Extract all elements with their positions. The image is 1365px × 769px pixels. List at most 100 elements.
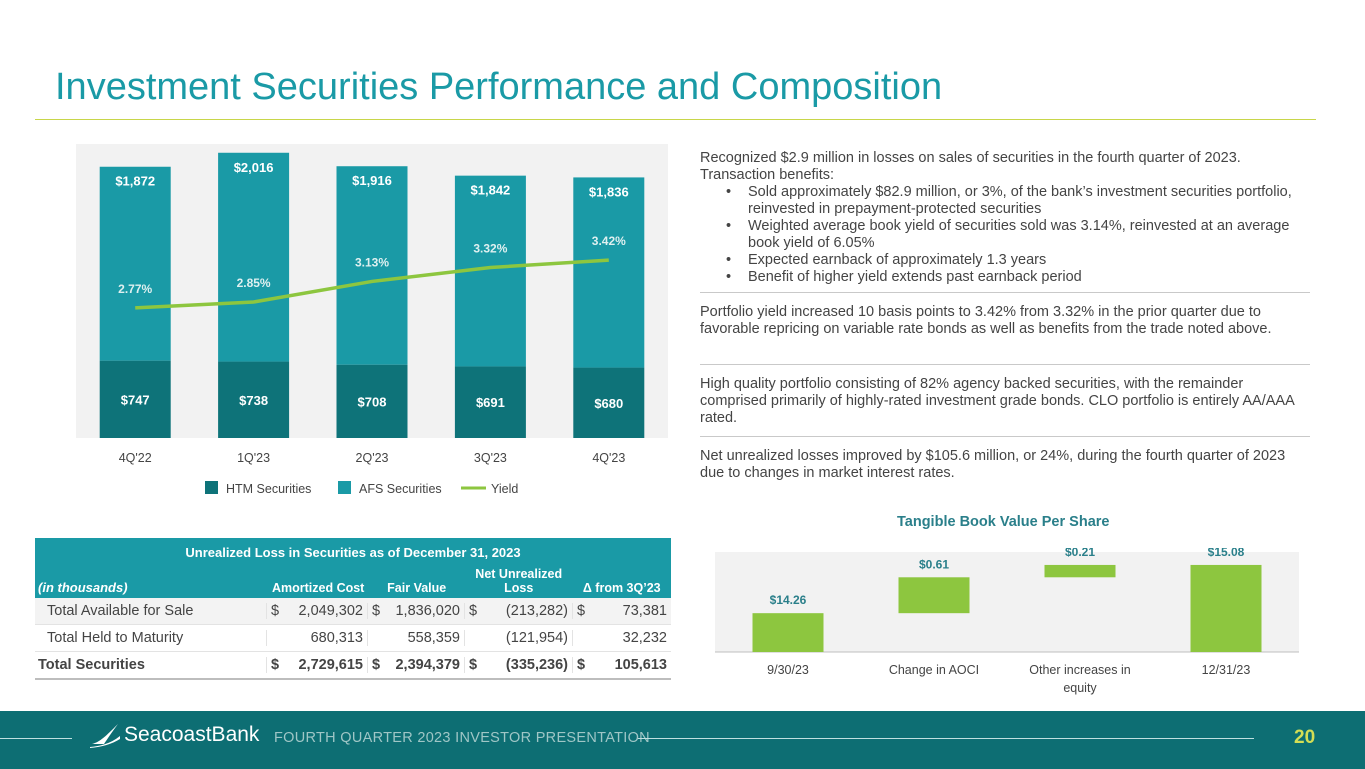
cell-value: 2,049,302 bbox=[298, 603, 363, 619]
table-cell: $105,613 bbox=[572, 657, 671, 673]
afs-data-label: $2,016 bbox=[234, 160, 274, 175]
table-cell: $2,729,615 bbox=[266, 657, 367, 673]
column-header: Net Unrealized Loss bbox=[475, 567, 563, 595]
tbv-data-label: $14.26 bbox=[770, 593, 807, 607]
cell-value: (121,954) bbox=[505, 630, 568, 646]
htm-data-label: $691 bbox=[476, 395, 505, 410]
tbv-chart-title: Tangible Book Value Per Share bbox=[897, 514, 1110, 530]
currency-symbol: $ bbox=[372, 603, 381, 619]
legend-swatch-afs bbox=[338, 481, 351, 494]
table-row: Total Held to Maturity 680,313 558,359 (121… bbox=[35, 625, 671, 652]
units-label: (in thousands) bbox=[38, 580, 128, 595]
table-body: Total Available for Sale $2,049,302 $1,836… bbox=[35, 598, 671, 680]
commentary: Recognized $2.9 million in losses on sal… bbox=[700, 150, 1310, 486]
htm-bar bbox=[336, 364, 408, 438]
row-label: Total Securities bbox=[38, 657, 145, 673]
footer: SeacoastBank FOURTH QUARTER 2023 INVESTO… bbox=[0, 711, 1365, 769]
benefit-item: Weighted average book yield of securitie… bbox=[726, 218, 1310, 252]
legend-label: HTM Securities bbox=[226, 482, 311, 496]
securities-chart: $747 $1,872 4Q'22 $738 $2,016 1Q'23 $708 $1,916… bbox=[76, 144, 668, 496]
afs-data-label: $1,916 bbox=[352, 173, 392, 188]
cell-value: 680,313 bbox=[310, 630, 363, 646]
table-column-headers: (in thousands) Amortized Cost Fair Value… bbox=[35, 565, 671, 598]
htm-bar bbox=[454, 366, 526, 438]
table-cell: $ (213,282) bbox=[464, 603, 572, 619]
tbv-x-tick-label: 9/30/23 bbox=[767, 663, 809, 677]
commentary-block-quality: High quality portfolio consisting of 82%… bbox=[700, 364, 1310, 436]
unrealized-loss-table: Unrealized Loss in Securities as of Dece… bbox=[35, 538, 671, 680]
currency-symbol: $ bbox=[577, 603, 586, 619]
yield-line bbox=[135, 258, 609, 310]
htm-data-label: $680 bbox=[594, 396, 623, 411]
table-row: Total Securities $2,729,615 $2,394,379 $ (33… bbox=[35, 652, 671, 680]
x-tick-label: 1Q'23 bbox=[237, 451, 270, 465]
column-header: Fair Value bbox=[387, 581, 447, 595]
logo-text: SeacoastBank bbox=[124, 723, 260, 746]
yield-data-label: 2.85% bbox=[237, 276, 271, 290]
tbv-bar bbox=[898, 577, 970, 614]
commentary-intro: Recognized $2.9 million in losses on sal… bbox=[700, 150, 1241, 183]
cell-value: (335,236) bbox=[505, 657, 568, 673]
x-tick-label: 2Q'23 bbox=[356, 451, 389, 465]
benefit-list: Sold approximately $82.9 million, or 3%,… bbox=[700, 184, 1310, 286]
benefit-item: Benefit of higher yield extends past ear… bbox=[726, 269, 1310, 286]
table-cell: 558,359 bbox=[367, 630, 464, 646]
htm-data-label: $708 bbox=[358, 394, 387, 409]
benefit-item: Expected earnback of approximately 1.3 y… bbox=[726, 252, 1310, 269]
tbv-data-label: $15.08 bbox=[1208, 548, 1245, 559]
benefit-item: Sold approximately $82.9 million, or 3%,… bbox=[726, 184, 1310, 218]
table-cell: 32,232 bbox=[572, 630, 671, 646]
currency-symbol: $ bbox=[271, 657, 280, 673]
currency-symbol: $ bbox=[469, 603, 478, 619]
legend-label: Yield bbox=[491, 482, 518, 496]
cell-value: 558,359 bbox=[407, 630, 460, 646]
seacoast-logo: SeacoastBank bbox=[90, 722, 259, 748]
currency-symbol: $ bbox=[372, 657, 381, 673]
tbv-x-tick-label: equity bbox=[1063, 681, 1097, 695]
page-number: 20 bbox=[1294, 727, 1316, 748]
htm-bar bbox=[218, 361, 290, 438]
column-header: Δ from 3Q’23 bbox=[582, 581, 661, 595]
tbv-bar bbox=[1190, 564, 1262, 652]
x-tick-label: 4Q'22 bbox=[119, 451, 152, 465]
afs-data-label: $1,872 bbox=[115, 174, 155, 189]
tbv-x-tick-label: 12/31/23 bbox=[1202, 663, 1251, 677]
row-label: Total Held to Maturity bbox=[47, 630, 184, 646]
table-cell: $2,049,302 bbox=[266, 603, 367, 619]
tbv-x-tick-label: Change in AOCI bbox=[889, 663, 979, 677]
tbv-bar bbox=[752, 613, 824, 652]
tbv-bar bbox=[1044, 564, 1116, 578]
title-divider bbox=[35, 119, 1316, 120]
row-label: Total Available for Sale bbox=[47, 603, 194, 619]
cell-value: 2,394,379 bbox=[395, 657, 460, 673]
commentary-block-sales: Recognized $2.9 million in losses on sal… bbox=[700, 150, 1310, 292]
afs-bar bbox=[573, 177, 645, 368]
table-row: Total Available for Sale $2,049,302 $1,836… bbox=[35, 598, 671, 625]
column-header: Amortized Cost bbox=[271, 581, 365, 595]
yield-data-label: 3.32% bbox=[473, 241, 507, 255]
seacoast-wave-icon bbox=[90, 724, 120, 748]
yield-data-label: 3.13% bbox=[355, 255, 389, 269]
commentary-block-yield: Portfolio yield increased 10 basis point… bbox=[700, 292, 1310, 364]
cell-value: 32,232 bbox=[622, 630, 667, 646]
tbv-waterfall-chart: $14.26 9/30/23 $0.61 Change in AOCI $0.21 Oth… bbox=[715, 548, 1299, 695]
afs-data-label: $1,842 bbox=[471, 183, 511, 198]
cell-value: 1,836,020 bbox=[395, 603, 460, 619]
htm-data-label: $747 bbox=[121, 392, 150, 407]
cell-value: (213,282) bbox=[505, 603, 568, 619]
table-cell: $ (335,236) bbox=[464, 657, 572, 673]
yield-data-label: 3.42% bbox=[592, 234, 626, 248]
htm-data-label: $738 bbox=[239, 393, 268, 408]
footer-rule bbox=[0, 738, 72, 739]
table-header: Unrealized Loss in Securities as of Dece… bbox=[35, 538, 671, 598]
afs-bar bbox=[99, 166, 171, 361]
table-cell: 680,313 bbox=[266, 630, 367, 646]
cell-value: 2,729,615 bbox=[298, 657, 363, 673]
table-cell: $73,381 bbox=[572, 603, 671, 619]
legend-swatch-htm bbox=[205, 481, 218, 494]
page-title: Investment Securities Performance and Co… bbox=[55, 66, 943, 108]
afs-bar bbox=[218, 152, 290, 362]
currency-symbol: $ bbox=[271, 603, 280, 619]
tbv-data-label: $0.21 bbox=[1065, 548, 1095, 559]
table-cell: $1,836,020 bbox=[367, 603, 464, 619]
